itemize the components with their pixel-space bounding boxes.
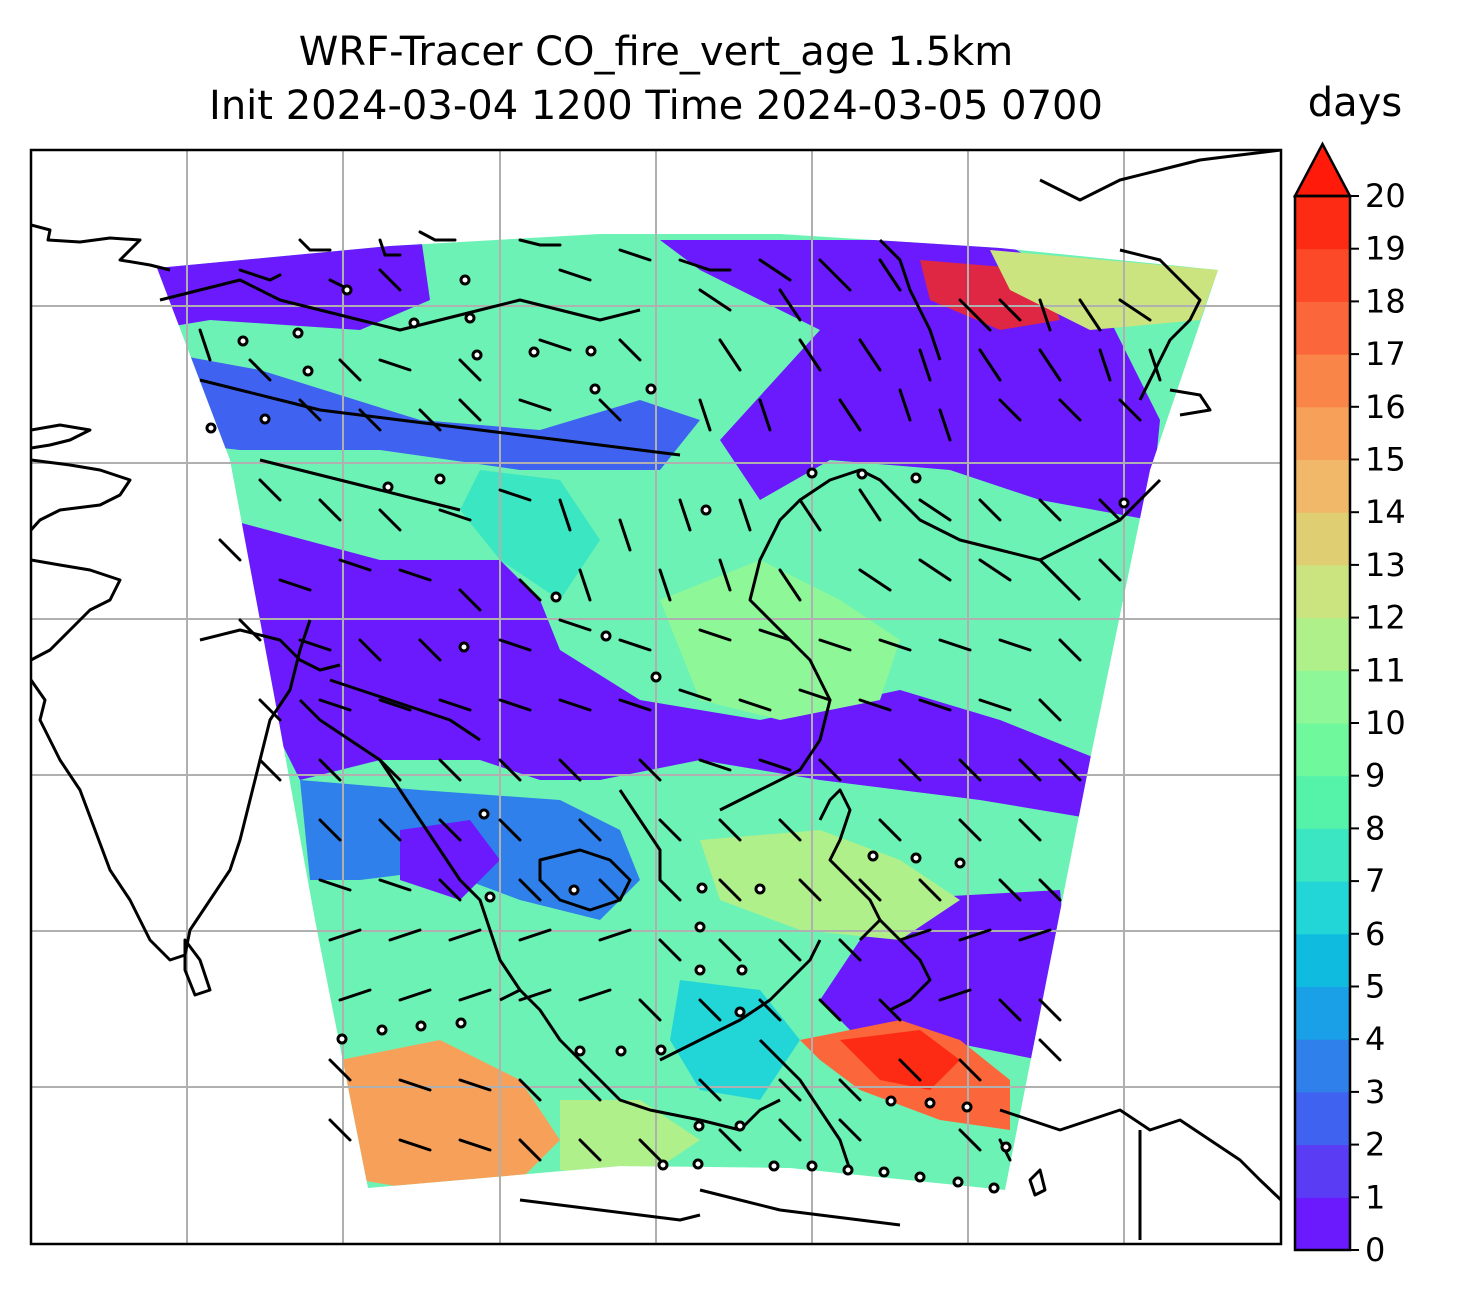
map-title-line2: Init 2024-03-04 1200 Time 2024-03-05 070… (209, 83, 1103, 129)
map-gridlines (31, 150, 1281, 1244)
colorbar-bin (1295, 670, 1350, 724)
colorbar-tick-label: 20 (1365, 177, 1406, 215)
colorbar-tick-label: 17 (1365, 335, 1406, 373)
colorbar-bin (1295, 301, 1350, 355)
colorbar-bin (1295, 196, 1350, 250)
colorbar-bin (1295, 723, 1350, 777)
colorbar-tick-label: 0 (1365, 1231, 1385, 1269)
colorbar-bin (1295, 459, 1350, 513)
colorbar-tick-label: 6 (1365, 915, 1385, 953)
colorbar-tick-label: 15 (1365, 441, 1406, 479)
colorbar (1292, 141, 1353, 1252)
colorbar-tick-label: 12 (1365, 599, 1406, 637)
colorbar-tick-label: 4 (1365, 1020, 1385, 1058)
colorbar-tick-label: 11 (1365, 651, 1406, 689)
colorbar-tick-label: 5 (1365, 968, 1385, 1006)
colorbar-tick-label: 1 (1365, 1178, 1385, 1216)
colorbar-bin (1295, 1091, 1350, 1146)
colorbar-tick-label: 13 (1365, 546, 1406, 584)
map-panel (31, 150, 1281, 1244)
colorbar-tick-label: 14 (1365, 493, 1406, 531)
colorbar-bin (1295, 248, 1350, 302)
colorbar-extend-arrow (1292, 141, 1353, 198)
colorbar-bin (1295, 1144, 1350, 1198)
colorbar-bin (1295, 775, 1350, 829)
colorbar-tick-label: 7 (1365, 862, 1385, 900)
colorbar-tick-label: 9 (1365, 757, 1385, 795)
colorbar-bin (1295, 564, 1350, 619)
colorbar-bin (1295, 1197, 1350, 1251)
colorbar-bin (1295, 881, 1350, 935)
calm-wind-markers (205, 274, 1130, 1194)
colorbar-bin (1295, 617, 1350, 671)
colorbar-tick-label: 18 (1365, 282, 1406, 320)
colorbar-tick-label: 3 (1365, 1073, 1385, 1111)
colorbar-tick-label: 8 (1365, 809, 1385, 847)
map-border (29, 148, 1283, 1246)
coastlines (31, 150, 1281, 1240)
colorbar-tick-label: 19 (1365, 230, 1406, 268)
colorbar-bin (1295, 1039, 1350, 1093)
colorbar-tick-label: 2 (1365, 1126, 1385, 1164)
colorbar-label: days (1307, 80, 1403, 126)
colorbar-tick-label: 10 (1365, 704, 1406, 742)
colorbar-bin (1295, 406, 1350, 460)
colorbar-bin (1295, 828, 1350, 882)
colorbar-tick-label: 16 (1365, 388, 1406, 426)
colorbar-bin (1295, 986, 1350, 1040)
wind-barbs (198, 230, 1162, 1162)
colorbar-bin (1295, 512, 1350, 566)
colorbar-bin (1295, 354, 1350, 408)
colorbar-bin (1295, 933, 1350, 987)
map-title-line1: WRF-Tracer CO_fire_vert_age 1.5km (298, 29, 1014, 75)
